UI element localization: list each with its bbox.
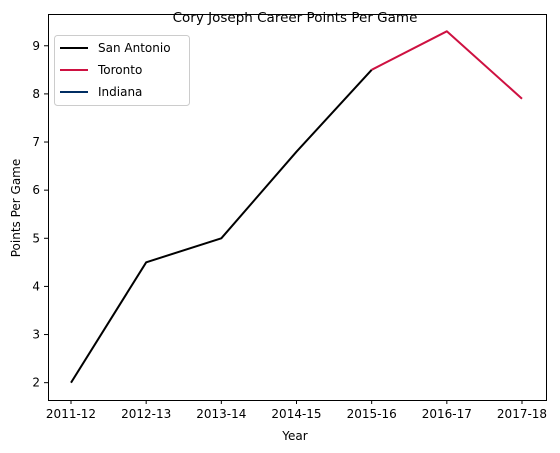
legend: San Antonio Toronto Indiana [54, 35, 190, 106]
y-tick-label: 5 [32, 231, 40, 245]
legend-label: Indiana [98, 85, 142, 99]
legend-box [54, 35, 190, 106]
x-tick-label: 2014-15 [271, 407, 321, 421]
y-tick-label: 7 [32, 135, 40, 149]
y-tick-label: 9 [32, 39, 40, 53]
legend-label: San Antonio [98, 41, 171, 55]
y-axis-ticks: 2 3 4 5 6 7 8 9 [32, 39, 48, 390]
legend-items: San Antonio Toronto Indiana [60, 41, 171, 99]
series-line-san-antonio [70, 69, 373, 384]
x-tick-label: 2012-13 [121, 407, 171, 421]
y-tick-label: 2 [32, 376, 40, 390]
y-tick-label: 8 [32, 87, 40, 101]
legend-label: Toronto [97, 63, 142, 77]
y-tick-label: 3 [32, 328, 40, 342]
x-tick-label: 2017-18 [497, 407, 547, 421]
x-tick-label: 2015-16 [347, 407, 397, 421]
series-layer [70, 30, 523, 384]
plot-frame [48, 14, 547, 401]
x-tick-label: 2011-12 [46, 407, 96, 421]
x-tick-label: 2013-14 [196, 407, 246, 421]
x-axis-label: Year [281, 429, 307, 443]
y-tick-label: 6 [32, 183, 40, 197]
y-tick-label: 4 [32, 279, 40, 293]
y-axis-label: Points Per Game [9, 159, 23, 258]
chart-title: Cory Joseph Career Points Per Game [173, 10, 418, 26]
x-tick-label: 2016-17 [422, 407, 472, 421]
series-line-toronto [371, 30, 523, 100]
x-axis-ticks: 2011-12 2012-13 2013-14 2014-15 2015-16 2016-… [46, 400, 547, 421]
